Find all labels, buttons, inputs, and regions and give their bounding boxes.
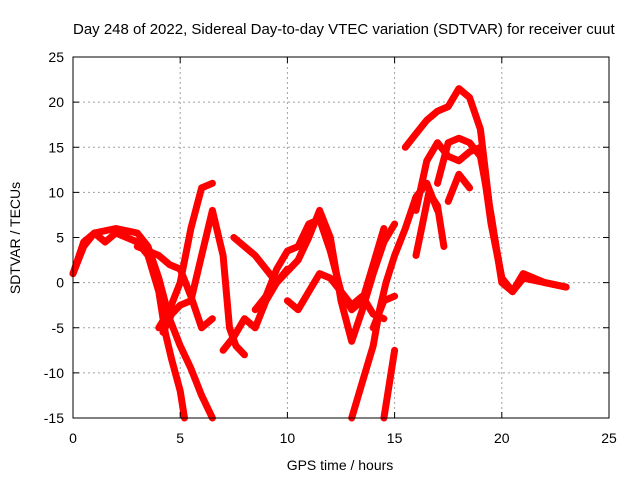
grid-lines [73, 57, 609, 418]
series-track-5 [133, 243, 216, 332]
series-track-15 [434, 134, 527, 296]
series-track-9 [283, 270, 388, 323]
y-tick-label: 15 [48, 139, 64, 155]
y-axis-label: SDTVAR / TECUs [7, 182, 23, 294]
chart-title: Day 248 of 2022, Sidereal Day-to-day VTE… [73, 21, 615, 38]
y-tick-label: 5 [56, 230, 64, 246]
series-track-17 [412, 188, 448, 259]
y-tick-label: 20 [48, 94, 64, 110]
x-tick-label: 10 [280, 430, 296, 446]
y-tick-label: 0 [56, 275, 64, 291]
y-tick-label: -5 [52, 320, 65, 336]
x-tick-labels: 0 5 10 15 20 25 [69, 430, 617, 446]
series-track-2 [69, 229, 188, 422]
data-series [69, 85, 570, 422]
series-track-16 [444, 170, 474, 205]
x-tick-label: 0 [69, 430, 77, 446]
y-tick-label: 10 [48, 184, 64, 200]
y-tick-label: -10 [44, 365, 64, 381]
x-axis-label: GPS time / hours [287, 457, 394, 473]
x-tick-label: 20 [494, 430, 510, 446]
y-tick-label: 25 [48, 49, 64, 65]
series-track-3 [155, 179, 216, 332]
y-tick-label: -15 [44, 410, 64, 426]
series-track-1 [69, 225, 216, 422]
series-track-11 [380, 346, 399, 422]
axis-ticks [72, 56, 610, 419]
x-tick-label: 15 [387, 430, 403, 446]
x-tick-label: 5 [176, 430, 184, 446]
y-tick-labels: -15 -10 -5 0 5 10 15 20 25 [44, 49, 64, 426]
x-tick-label: 25 [601, 430, 617, 446]
series-track-12 [369, 292, 399, 332]
